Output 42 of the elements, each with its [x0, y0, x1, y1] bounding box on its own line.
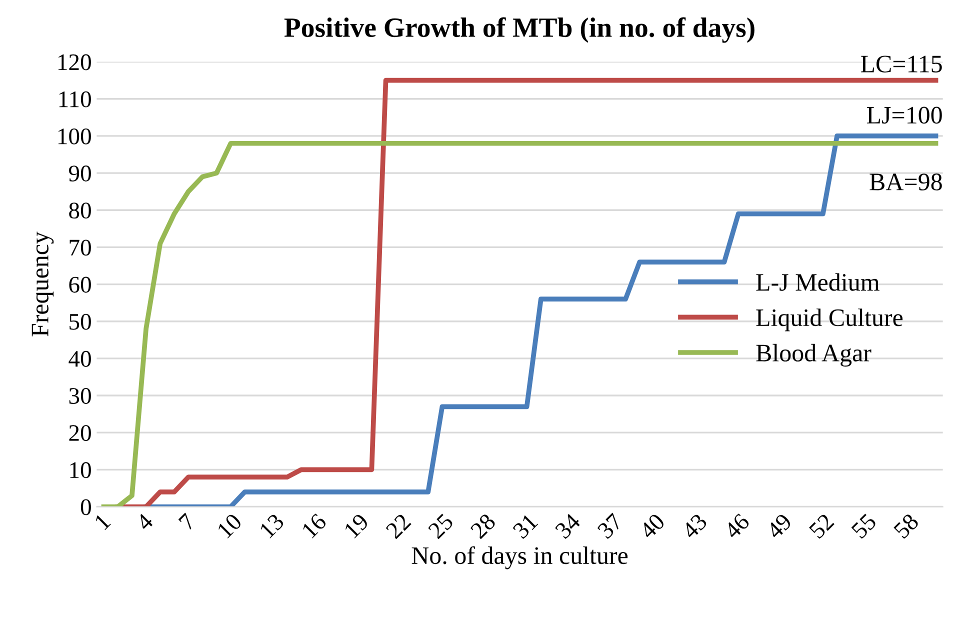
- x-tick-label: 37: [596, 512, 624, 540]
- y-tick-label: 110: [59, 91, 91, 108]
- y-tick-label: 50: [70, 314, 91, 330]
- x-tick-label: 19: [344, 512, 370, 539]
- x-tick-label: 1: [94, 513, 111, 530]
- x-axis-title: No. of days in culture: [412, 546, 628, 570]
- x-tick-label: 55: [850, 512, 878, 540]
- x-tick-label: 40: [638, 512, 666, 540]
- x-tick-label: 4: [135, 512, 154, 532]
- y-tick-label: 100: [58, 128, 91, 144]
- annotation: LJ=100: [866, 106, 942, 124]
- y-tick-label: 80: [69, 202, 91, 219]
- x-tick-label: 7: [178, 512, 196, 530]
- x-tick-label: 28: [470, 512, 496, 540]
- y-tick-label: 60: [69, 276, 91, 293]
- annotation: LC=115: [860, 56, 942, 73]
- x-tick-label: 31: [512, 513, 538, 540]
- y-axis-title: Frequency: [32, 232, 54, 336]
- x-tick-label: 49: [766, 512, 792, 540]
- y-tick-label: 70: [70, 240, 91, 256]
- y-tick-label: 30: [69, 388, 91, 404]
- x-tick-label: 34: [554, 512, 582, 540]
- x-tick-label: 10: [216, 512, 243, 539]
- y-tick-label: 40: [68, 350, 91, 367]
- y-tick-label: 90: [68, 166, 91, 182]
- x-tick-label: 25: [428, 512, 454, 540]
- x-tick-label: 22: [385, 513, 412, 540]
- x-tick-label: 13: [259, 512, 285, 539]
- y-tick-label: 0: [80, 499, 91, 516]
- x-tick-label: 52: [808, 513, 835, 540]
- legend-label: Liquid Culture: [756, 308, 903, 332]
- x-tick-label: 43: [680, 512, 708, 540]
- y-tick-label: 10: [70, 462, 91, 478]
- legend-label: Blood Agar: [756, 344, 872, 367]
- y-tick-label: 20: [69, 425, 91, 442]
- legend-label: L-J Medium: [756, 273, 880, 291]
- x-tick-label: 46: [723, 512, 750, 540]
- chart-title: Positive Growth of MTb (in no. of days): [284, 17, 754, 43]
- y-tick-label: 120: [58, 54, 91, 70]
- annotation: BA=98: [870, 174, 942, 190]
- x-tick-label: 58: [893, 512, 920, 540]
- x-tick-label: 16: [301, 512, 328, 539]
